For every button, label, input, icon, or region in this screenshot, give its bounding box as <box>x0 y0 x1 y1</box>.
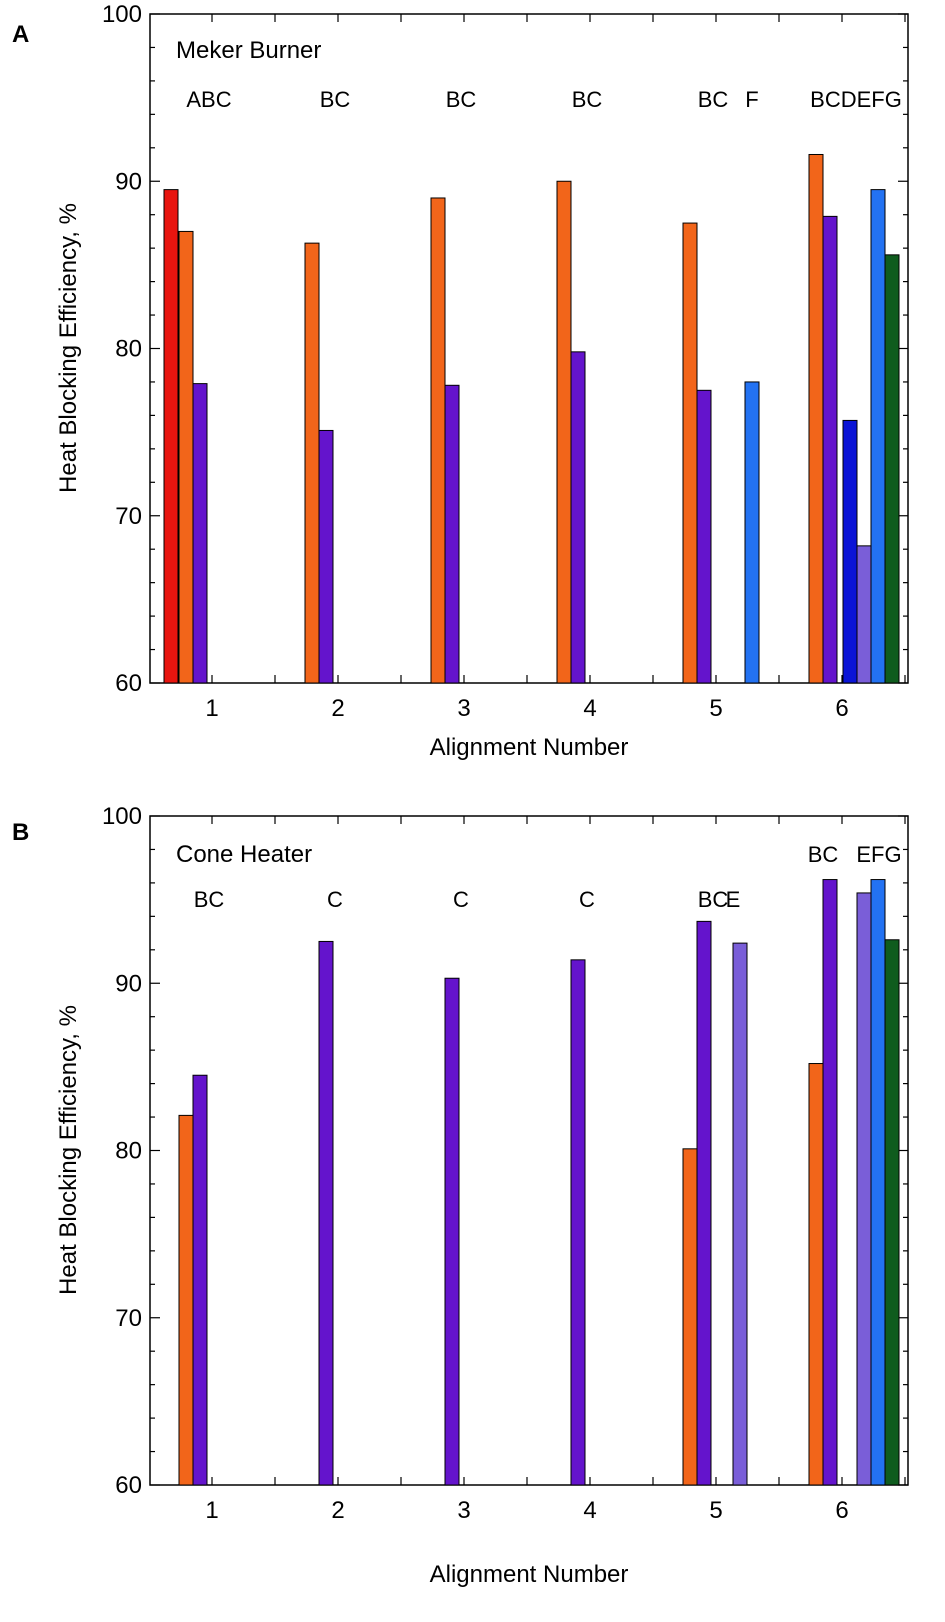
axis-ticks: 60 70 80 90 100 1 2 3 4 5 6 <box>102 803 908 1524</box>
y-tick-label: 100 <box>102 803 142 830</box>
bar-3-B <box>430 197 446 684</box>
y-tick-label: 80 <box>115 336 142 363</box>
bar-6-E <box>856 892 872 1486</box>
x-tick-label: 4 <box>583 1497 596 1524</box>
bar-6-G <box>884 939 900 1486</box>
y-tick-label: 60 <box>115 670 142 697</box>
x-axis-label: Alignment Number <box>430 734 629 761</box>
bar-1-A <box>163 189 179 684</box>
significance-label: BC <box>572 87 603 112</box>
bar-6-B <box>808 153 824 684</box>
plot-frame <box>149 815 909 1486</box>
bar-5-C <box>696 389 712 684</box>
x-tick-label: 6 <box>835 695 848 722</box>
significance-label: E <box>726 887 741 912</box>
y-axis-label: Heat Blocking Efficiency, % <box>55 1005 82 1295</box>
y-tick-label: 70 <box>115 503 142 530</box>
bar-5-F <box>744 381 760 684</box>
y-tick-label: 70 <box>115 1305 142 1332</box>
panel-label: A <box>12 21 29 48</box>
bars <box>178 879 900 1486</box>
bar-2-B <box>304 242 320 684</box>
x-tick-label: 5 <box>709 695 722 722</box>
bar-1-C <box>192 1074 208 1486</box>
bar-1-B <box>178 230 194 684</box>
bars <box>163 153 900 684</box>
significance-label: BC <box>808 842 839 867</box>
bar-6-B <box>808 1063 824 1486</box>
y-axis-label: Heat Blocking Efficiency, % <box>55 203 82 493</box>
bar-3-C <box>444 384 460 684</box>
panel-b: B Cone Heater Heat Blocking Efficiency, … <box>12 803 909 1588</box>
x-tick-label: 5 <box>709 1497 722 1524</box>
x-tick-label: 2 <box>331 695 344 722</box>
bar-2-C <box>318 940 334 1486</box>
significance-label: C <box>327 887 343 912</box>
x-axis-label: Alignment Number <box>430 1561 629 1588</box>
y-tick-label: 90 <box>115 168 142 195</box>
x-tick-label: 2 <box>331 1497 344 1524</box>
x-tick-label: 6 <box>835 1497 848 1524</box>
bar-6-D <box>842 419 858 684</box>
significance-label: BC <box>194 887 225 912</box>
panel-a: A Meker Burner Heat Blocking Efficiency,… <box>12 1 909 761</box>
y-tick-label: 60 <box>115 1472 142 1499</box>
y-tick-label: 90 <box>115 970 142 997</box>
x-tick-label: 3 <box>457 1497 470 1524</box>
plot-frame <box>149 13 909 684</box>
significance-label: C <box>453 887 469 912</box>
significance-label: BCDEFG <box>810 87 902 112</box>
y-tick-label: 80 <box>115 1138 142 1165</box>
bar-6-E <box>856 545 872 684</box>
significance-label: BC <box>698 887 729 912</box>
significance-label: BC <box>320 87 351 112</box>
x-tick-label: 1 <box>205 695 218 722</box>
bar-1-B <box>178 1114 194 1486</box>
significance-label: F <box>745 87 758 112</box>
x-tick-label: 1 <box>205 1497 218 1524</box>
axis-ticks: 60 70 80 90 100 1 2 3 4 5 6 <box>102 1 908 722</box>
bar-6-F <box>870 879 886 1486</box>
bar-3-C <box>444 977 460 1486</box>
bar-5-B <box>682 222 698 684</box>
annotations: ABC BC BC BC BC BCDEFG F <box>186 87 901 112</box>
bar-6-C <box>822 215 838 684</box>
significance-label: BC <box>446 87 477 112</box>
bar-2-C <box>318 429 334 684</box>
bar-5-E <box>732 942 748 1486</box>
x-tick-label: 4 <box>583 695 596 722</box>
bar-6-C <box>822 879 838 1486</box>
bar-5-C <box>696 920 712 1486</box>
chart-title: Meker Burner <box>176 37 321 64</box>
significance-label: C <box>579 887 595 912</box>
bar-6-G <box>884 254 900 684</box>
bar-5-B <box>682 1148 698 1486</box>
significance-label: BC <box>698 87 729 112</box>
y-tick-label: 100 <box>102 1 142 28</box>
bar-1-C <box>192 383 208 684</box>
bar-4-B <box>556 180 572 684</box>
bar-4-C <box>570 959 586 1486</box>
bar-4-C <box>570 351 586 684</box>
chart-title: Cone Heater <box>176 841 312 868</box>
significance-label: ABC <box>186 87 231 112</box>
bar-6-F <box>870 189 886 684</box>
panel-label: B <box>12 819 29 846</box>
significance-label: EFG <box>856 842 901 867</box>
x-tick-label: 3 <box>457 695 470 722</box>
